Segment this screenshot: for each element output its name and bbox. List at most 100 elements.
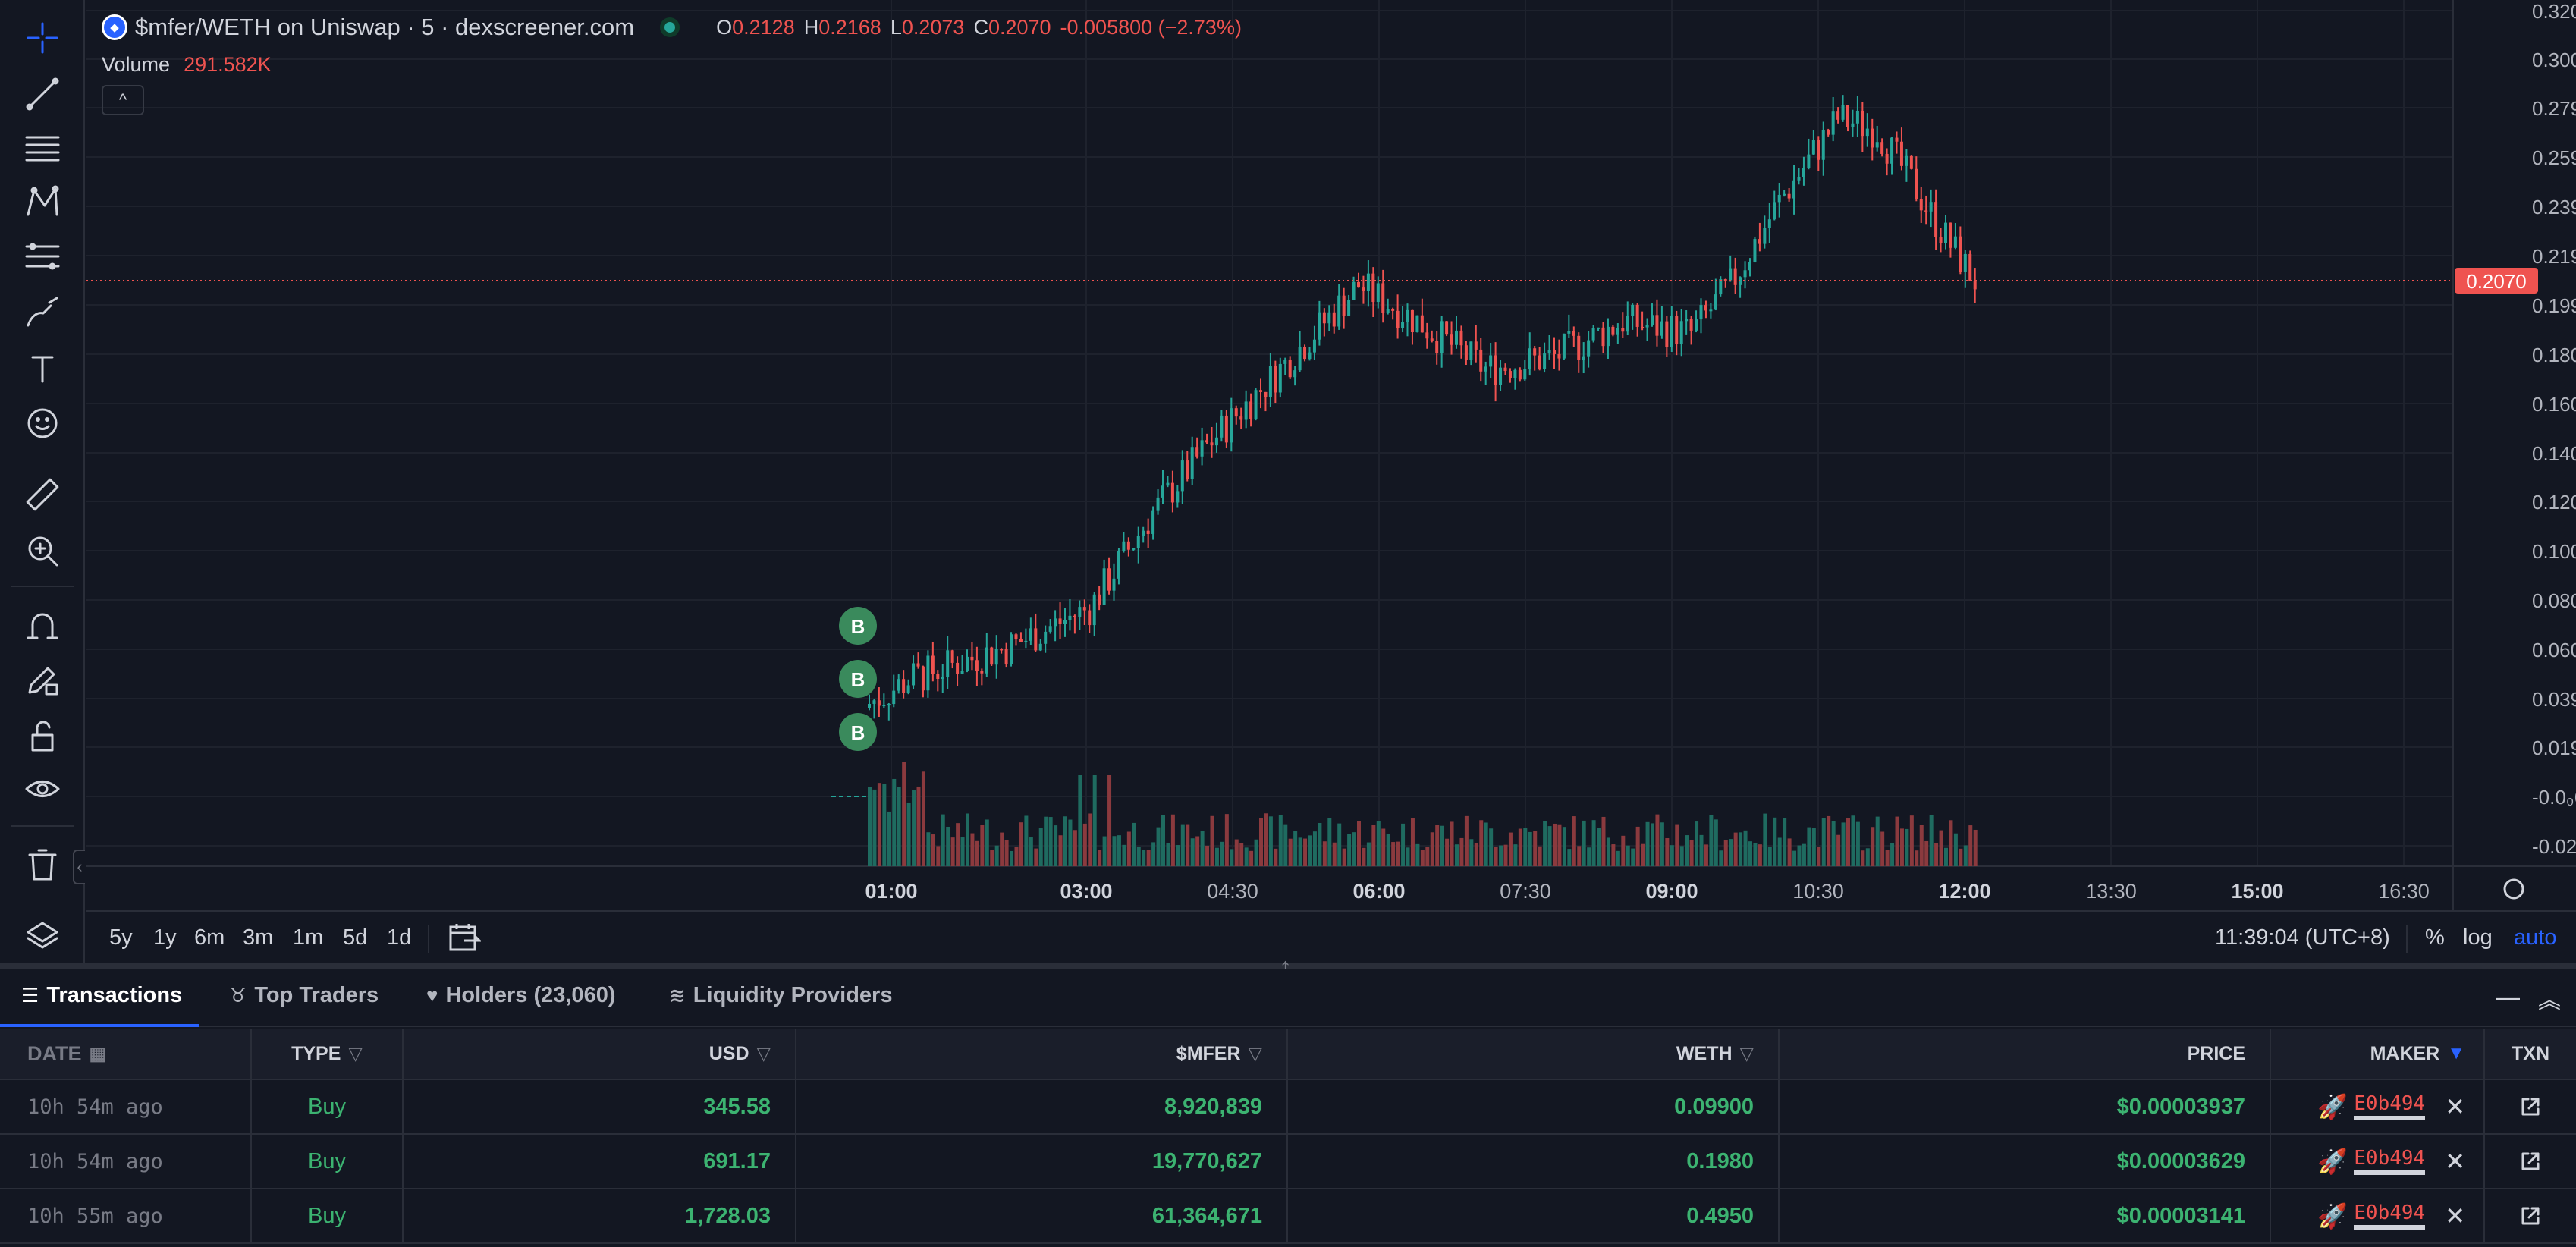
filter-icon[interactable]: ▽: [1739, 1043, 1754, 1064]
range-1d-button[interactable]: 1d: [387, 925, 412, 950]
panel-divider[interactable]: [0, 963, 2576, 969]
zoom-in-icon[interactable]: [17, 528, 68, 573]
volume-bar: [1723, 840, 1728, 866]
trash-icon[interactable]: [17, 842, 68, 887]
eye-icon[interactable]: [17, 766, 68, 812]
candle-body: [1601, 327, 1605, 347]
volume-bar: [1176, 845, 1180, 866]
candle-body: [1499, 367, 1503, 385]
range-1m-button[interactable]: 1m: [293, 925, 324, 950]
table-row[interactable]: 10h 54m ago Buy 691.17 19,770,627 0.1980…: [0, 1135, 2576, 1189]
candle-body: [1953, 236, 1957, 248]
layers-icon[interactable]: [17, 913, 68, 959]
auto-scale-button[interactable]: auto: [2514, 925, 2557, 950]
volume-bar: [1054, 825, 1058, 866]
uniswap-logo-icon: ◆: [102, 14, 127, 40]
column-price[interactable]: PRICE: [1780, 1029, 2271, 1079]
collapse-toolbar-button[interactable]: ‹: [73, 850, 85, 884]
candle-body: [1679, 321, 1683, 345]
x-axis-tick-label: 13:30: [2085, 880, 2137, 903]
clock-timezone[interactable]: 11:39:04 (UTC+8): [2215, 925, 2390, 950]
range-1y-button[interactable]: 1y: [153, 925, 177, 950]
y-axis-tick-label: 0.06000: [2532, 639, 2576, 661]
panel-tabs: ☰ Transactions ♉ Top Traders ♥ Holders (…: [0, 969, 2576, 1027]
prediction-icon[interactable]: [17, 234, 68, 279]
volume-bar: [1689, 840, 1694, 866]
clear-filter-icon[interactable]: ✕: [2445, 1093, 2465, 1120]
column-maker[interactable]: MAKER ▼: [2271, 1029, 2485, 1079]
text-icon[interactable]: [17, 346, 68, 391]
table-row[interactable]: 10h 55m ago Buy 1,728.03 61,364,671 0.49…: [0, 1189, 2576, 1244]
column-type[interactable]: TYPE ▽: [252, 1029, 404, 1079]
column-usd[interactable]: USD ▽: [404, 1029, 796, 1079]
tab-holders[interactable]: ♥ Holders (23,060): [426, 983, 615, 1008]
lock-icon[interactable]: [17, 713, 68, 759]
filter-icon[interactable]: ▽: [756, 1043, 771, 1064]
ruler-icon[interactable]: [17, 472, 68, 517]
calendar-icon[interactable]: ▦: [89, 1043, 107, 1064]
external-link-icon[interactable]: [2485, 1135, 2576, 1188]
volume-bar: [1293, 831, 1298, 866]
pattern-icon[interactable]: [17, 179, 68, 225]
volume-legend: Volume 291.582K: [102, 53, 272, 77]
candle-body: [1210, 442, 1214, 446]
volume-bar: [1151, 842, 1156, 866]
maker-address-link[interactable]: E0b494: [2354, 1092, 2426, 1120]
maker-address-link[interactable]: E0b494: [2354, 1201, 2426, 1230]
volume-bar: [1376, 821, 1381, 866]
lock-drawings-icon[interactable]: [17, 657, 68, 702]
range-3m-button[interactable]: 3m: [243, 925, 274, 950]
volume-bar: [1508, 832, 1513, 866]
calendar-goto-icon[interactable]: [448, 922, 482, 953]
log-scale-button[interactable]: log: [2463, 925, 2493, 950]
legend-collapse-button[interactable]: ^: [102, 85, 144, 115]
candle-body: [1176, 491, 1180, 503]
external-link-icon[interactable]: [2485, 1080, 2576, 1133]
candle-body: [1224, 415, 1228, 443]
tab-transactions[interactable]: ☰ Transactions: [21, 983, 182, 1008]
candle-body: [1082, 607, 1086, 611]
candle-body: [1381, 283, 1385, 313]
crosshair-icon[interactable]: [17, 15, 68, 61]
candle-body: [1963, 253, 1967, 272]
candle-body: [897, 679, 900, 691]
filter-active-icon[interactable]: ▼: [2447, 1043, 2465, 1063]
clear-filter-icon[interactable]: ✕: [2445, 1202, 2465, 1230]
candle-body: [1591, 328, 1595, 341]
column-weth[interactable]: WETH ▽: [1288, 1029, 1780, 1079]
candle-body: [1366, 273, 1370, 291]
tab-liquidity-providers[interactable]: ≋ Liquidity Providers: [669, 983, 892, 1008]
volume-bar: [975, 840, 979, 866]
external-link-icon[interactable]: [2485, 1189, 2576, 1242]
percent-scale-button[interactable]: %: [2425, 925, 2445, 950]
trend-line-icon[interactable]: [17, 71, 68, 117]
minimize-panel-icon[interactable]: —: [2496, 983, 2520, 1010]
fib-retracement-icon[interactable]: [17, 126, 68, 171]
market-status-icon[interactable]: [660, 17, 680, 37]
filter-icon[interactable]: ▽: [1248, 1043, 1262, 1064]
maker-address-link[interactable]: E0b494: [2354, 1147, 2426, 1175]
column-label: DATE: [27, 1041, 82, 1065]
emoji-icon[interactable]: [17, 400, 68, 446]
table-row[interactable]: 10h 54m ago Buy 345.58 8,920,839 0.09900…: [0, 1080, 2576, 1135]
candle-body: [1797, 177, 1801, 181]
range-6m-button[interactable]: 6m: [194, 925, 225, 950]
candle-body: [892, 690, 896, 705]
range-5y-button[interactable]: 5y: [109, 925, 133, 950]
column-mfer[interactable]: $MFER ▽: [796, 1029, 1288, 1079]
candle-body: [1220, 415, 1224, 438]
tab-top-traders[interactable]: ♉ Top Traders: [229, 983, 379, 1008]
clear-filter-icon[interactable]: ✕: [2445, 1148, 2465, 1175]
expand-panel-icon[interactable]: ︽: [2538, 988, 2561, 1013]
magnet-icon[interactable]: [17, 604, 68, 649]
brush-icon[interactable]: [17, 290, 68, 335]
filter-icon[interactable]: ▽: [348, 1043, 363, 1064]
candle-body: [1665, 321, 1669, 347]
column-date[interactable]: DATE ▦: [0, 1029, 252, 1079]
range-5d-button[interactable]: 5d: [343, 925, 368, 950]
candle-body: [1802, 168, 1805, 177]
